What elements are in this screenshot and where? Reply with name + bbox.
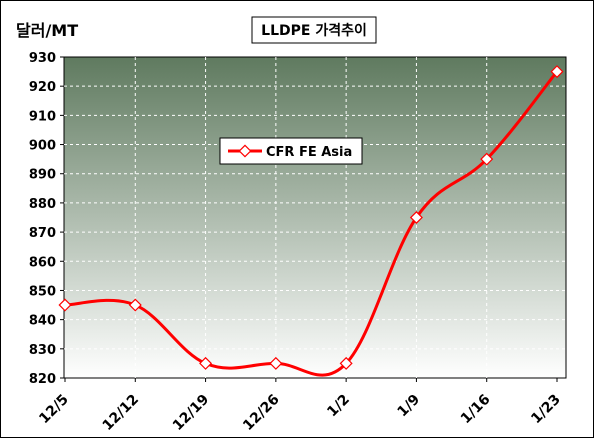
series-line [64,70,559,377]
chart-title-box [251,16,377,44]
y-tick-label: 860 [29,255,56,270]
data-point [550,65,564,79]
data-point [199,356,213,370]
y-tick-label: 900 [29,139,56,154]
legend-entry-label: CFR FE Asia [266,145,352,160]
data-point [269,356,283,370]
y-tick-label: 870 [29,226,56,241]
chart-title: LLDPE 가격추이 [261,22,367,39]
legend: CFR FE Asia [219,137,363,165]
y-tick-label: 890 [29,168,56,183]
y-tick-label: 920 [29,80,56,95]
plot-area [63,56,567,379]
y-tick-label: 880 [29,197,56,212]
y-tick-label: 850 [29,284,56,299]
series-layer [58,65,564,377]
data-point [480,152,494,166]
y-tick-label: 830 [29,343,56,358]
y-tick-label: 820 [29,372,56,387]
y-tick-label: 910 [29,109,56,124]
data-point [409,210,423,225]
y-axis-ticks: 820 830 840 850 860 870 880 890 900 910 920 930 [29,51,64,387]
data-point [58,298,72,312]
data-point [128,298,142,312]
y-tick-label: 930 [29,51,56,66]
legend-marker [238,144,252,158]
y-tick-label: 840 [29,314,56,329]
y-axis-label: 달러/MT [16,21,78,40]
data-point [339,356,353,370]
